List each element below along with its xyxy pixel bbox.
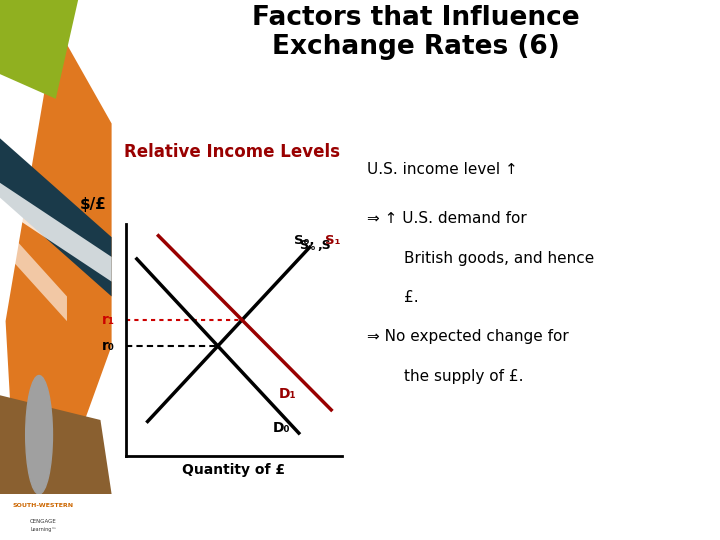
Text: ISBN 978-1-4080-3229-9 © 2011 Cengage Learning EMEA: ISBN 978-1-4080-3229-9 © 2011 Cengage Le… bbox=[290, 526, 502, 532]
Text: ⇒ ↑ U.S. demand for: ⇒ ↑ U.S. demand for bbox=[367, 211, 527, 226]
Circle shape bbox=[26, 375, 53, 494]
Text: Relative Income Levels: Relative Income Levels bbox=[124, 143, 340, 160]
Text: Learning™: Learning™ bbox=[30, 527, 56, 532]
Polygon shape bbox=[0, 138, 112, 296]
Text: r₀: r₀ bbox=[102, 339, 115, 353]
Text: ,S: ,S bbox=[317, 239, 331, 252]
Text: $/£: $/£ bbox=[80, 198, 107, 212]
Text: £.: £. bbox=[404, 290, 418, 305]
Text: r₁: r₁ bbox=[102, 313, 115, 327]
Text: D₁: D₁ bbox=[279, 387, 297, 401]
Text: British goods, and hence: British goods, and hence bbox=[404, 251, 594, 266]
Text: S₁: S₁ bbox=[325, 234, 341, 247]
Text: S: S bbox=[299, 239, 308, 252]
Polygon shape bbox=[0, 222, 67, 321]
Text: D₀: D₀ bbox=[273, 421, 290, 435]
X-axis label: Quantity of £: Quantity of £ bbox=[182, 463, 286, 477]
Polygon shape bbox=[0, 0, 78, 99]
Text: S₀,: S₀, bbox=[294, 234, 315, 247]
Text: Factors that Influence
Exchange Rates (6): Factors that Influence Exchange Rates (6… bbox=[252, 5, 580, 60]
Polygon shape bbox=[6, 25, 112, 469]
Polygon shape bbox=[0, 395, 112, 494]
Text: Jeff Madura and Roland Fox: Jeff Madura and Roland Fox bbox=[343, 512, 449, 521]
Text: International Financial Management, 2nd edition: International Financial Management, 2nd … bbox=[303, 501, 489, 510]
Text: U.S. income level ↑: U.S. income level ↑ bbox=[367, 162, 518, 177]
FancyBboxPatch shape bbox=[0, 494, 94, 537]
Text: ⇒ No expected change for: ⇒ No expected change for bbox=[367, 329, 569, 344]
Polygon shape bbox=[0, 183, 112, 282]
Text: CENGAGE: CENGAGE bbox=[30, 519, 57, 524]
Text: the supply of £.: the supply of £. bbox=[404, 368, 523, 383]
Text: SOUTH-WESTERN: SOUTH-WESTERN bbox=[13, 503, 73, 509]
Text: ₀: ₀ bbox=[311, 242, 315, 252]
